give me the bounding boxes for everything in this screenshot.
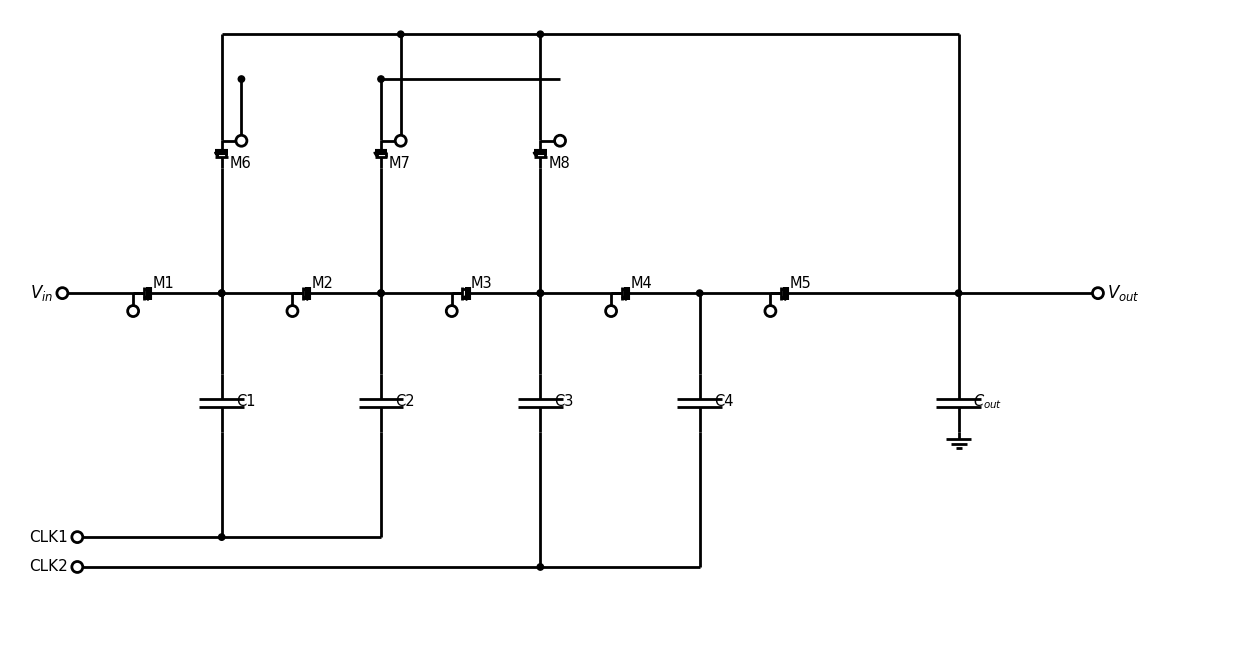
Text: $V_{in}$: $V_{in}$ — [30, 283, 53, 303]
Text: $C_{out}$: $C_{out}$ — [972, 392, 1002, 411]
Circle shape — [955, 290, 962, 296]
Text: M3: M3 — [471, 276, 492, 291]
Circle shape — [537, 290, 543, 296]
Circle shape — [57, 288, 68, 298]
Text: M6: M6 — [229, 155, 252, 170]
Text: C1: C1 — [236, 394, 255, 409]
Text: M1: M1 — [153, 276, 175, 291]
Circle shape — [72, 532, 83, 543]
Polygon shape — [144, 295, 149, 300]
Circle shape — [537, 31, 543, 37]
Circle shape — [218, 534, 224, 540]
Polygon shape — [781, 295, 786, 300]
Polygon shape — [303, 295, 308, 300]
Circle shape — [537, 290, 543, 296]
Text: $V_{out}$: $V_{out}$ — [1107, 283, 1140, 303]
Polygon shape — [215, 152, 219, 157]
Text: C3: C3 — [554, 394, 574, 409]
Circle shape — [378, 290, 384, 296]
Text: M2: M2 — [311, 276, 334, 291]
Circle shape — [378, 76, 384, 82]
Polygon shape — [373, 152, 379, 157]
Circle shape — [378, 290, 384, 296]
Polygon shape — [533, 152, 538, 157]
Circle shape — [605, 306, 616, 317]
Circle shape — [554, 135, 565, 146]
Circle shape — [238, 76, 244, 82]
Circle shape — [286, 306, 298, 317]
Circle shape — [218, 290, 224, 296]
Circle shape — [398, 31, 404, 37]
Text: C2: C2 — [396, 394, 415, 409]
Text: M5: M5 — [790, 276, 811, 291]
Text: M4: M4 — [630, 276, 652, 291]
Circle shape — [396, 135, 407, 146]
Polygon shape — [621, 295, 626, 300]
Text: CLK1: CLK1 — [30, 530, 68, 545]
Text: C4: C4 — [714, 394, 733, 409]
Circle shape — [765, 306, 776, 317]
Text: M7: M7 — [389, 155, 410, 170]
Text: CLK2: CLK2 — [30, 560, 68, 575]
Circle shape — [236, 135, 247, 146]
Text: M8: M8 — [548, 155, 570, 170]
Polygon shape — [463, 295, 467, 300]
Circle shape — [697, 290, 703, 296]
Circle shape — [537, 564, 543, 570]
Circle shape — [72, 562, 83, 573]
Circle shape — [446, 306, 458, 317]
Circle shape — [218, 290, 224, 296]
Circle shape — [128, 306, 139, 317]
Circle shape — [1092, 288, 1104, 298]
